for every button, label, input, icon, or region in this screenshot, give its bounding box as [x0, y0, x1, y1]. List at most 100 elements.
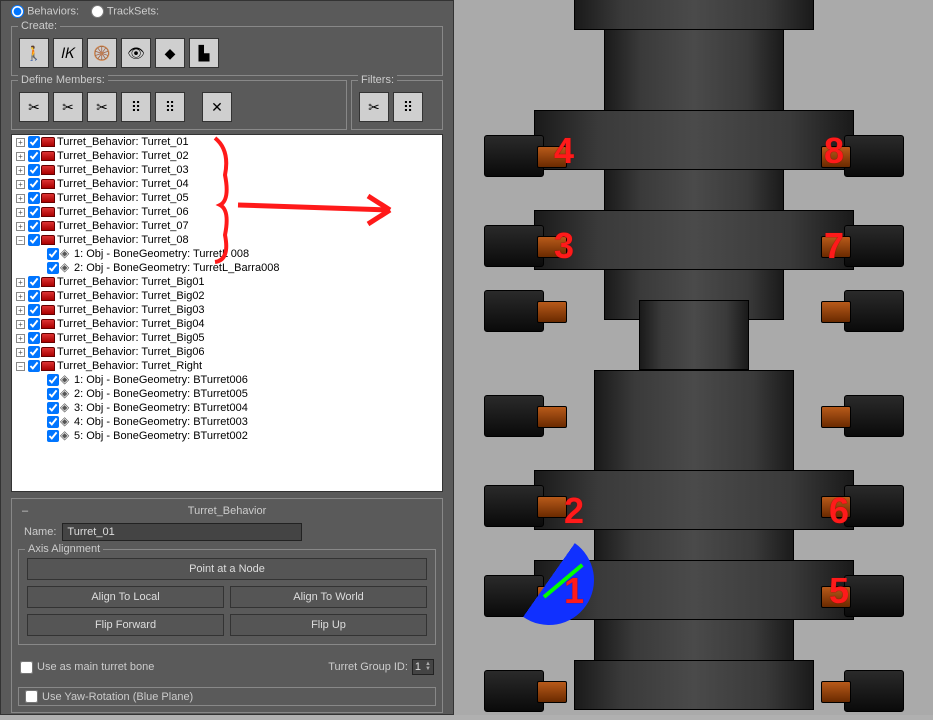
tree-label: Turret_Behavior: Turret_06	[57, 206, 189, 218]
expand-icon[interactable]: +	[16, 194, 25, 203]
scissors-button[interactable]: ✂	[359, 92, 389, 122]
expand-icon[interactable]: +	[16, 348, 25, 357]
diamond-button[interactable]: ◆	[155, 38, 185, 68]
tree-row[interactable]: + Turret_Behavior: Turret_06	[12, 205, 442, 219]
dots-color-button[interactable]: ⠿	[393, 92, 423, 122]
expand-icon[interactable]: +	[16, 138, 25, 147]
tree-checkbox[interactable]	[28, 206, 40, 218]
tree-checkbox[interactable]	[47, 430, 59, 442]
tree-row[interactable]: +Turret_Behavior: Turret_07	[12, 219, 442, 233]
expand-icon[interactable]: −	[16, 362, 25, 371]
tree-checkbox[interactable]	[28, 304, 40, 316]
scissors1-button[interactable]: ✂	[19, 92, 49, 122]
IK-button[interactable]: 𝐼𝐾	[53, 38, 83, 68]
expand-icon[interactable]: −	[16, 236, 25, 245]
tree-row[interactable]: +Turret_Behavior: Turret_Big04	[12, 317, 442, 331]
tree-checkbox[interactable]	[47, 262, 59, 274]
tree-checkbox[interactable]	[28, 276, 40, 288]
tree-row[interactable]: + Turret_Behavior: Turret_03	[12, 163, 442, 177]
dots2-button[interactable]: ⠿	[155, 92, 185, 122]
axis-label: Axis Alignment	[25, 543, 103, 555]
tree-row[interactable]: + Turret_Behavior: Turret_Big01	[12, 275, 442, 289]
properties-panel: –Turret_Behavior Name: Axis Alignment Po…	[11, 498, 443, 713]
expand-icon[interactable]: +	[16, 180, 25, 189]
scissors3-button[interactable]: ✂	[87, 92, 117, 122]
tree-checkbox[interactable]	[28, 234, 40, 246]
tree-checkbox[interactable]	[28, 220, 40, 232]
tree-row[interactable]: 2: Obj - BoneGeometry: BTurret005	[12, 387, 442, 401]
flag-button[interactable]: ▙	[189, 38, 219, 68]
expand-icon[interactable]: +	[16, 334, 25, 343]
tree-checkbox[interactable]	[28, 290, 40, 302]
tree-checkbox[interactable]	[47, 402, 59, 414]
tree-checkbox[interactable]	[28, 346, 40, 358]
scissors2-button[interactable]: ✂	[53, 92, 83, 122]
behavior-icon	[41, 305, 55, 315]
behavior-tree[interactable]: +Turret_Behavior: Turret_01+Turret_Behav…	[11, 134, 443, 492]
tree-label: 5: Obj - BoneGeometry: BTurret002	[74, 430, 248, 442]
tree-row[interactable]: 1: Obj - BoneGeometry: TurretL 008	[12, 247, 442, 261]
expand-icon[interactable]: +	[16, 208, 25, 217]
eye-button[interactable]: 👁	[121, 38, 151, 68]
x-button[interactable]: ✕	[202, 92, 232, 122]
tree-row[interactable]: 5: Obj - BoneGeometry: BTurret002	[12, 429, 442, 443]
tank-button[interactable]: 🛞	[87, 38, 117, 68]
tree-row[interactable]: −Turret_Behavior: Turret_Right	[12, 359, 442, 373]
create-label: Create:	[18, 20, 60, 32]
tree-row[interactable]: 2: Obj - BoneGeometry: TurretL_Barra008	[12, 261, 442, 275]
flip-up-button[interactable]: Flip Up	[230, 614, 427, 636]
tree-checkbox[interactable]	[47, 388, 59, 400]
viewport-3d[interactable]: 48372615	[454, 0, 933, 715]
yaw-rotation-checkbox[interactable]: Use Yaw-Rotation (Blue Plane)	[25, 690, 429, 703]
expand-icon[interactable]: +	[16, 306, 25, 315]
radio-behaviors[interactable]: Behaviors:	[11, 5, 79, 18]
filters-label: Filters:	[358, 74, 397, 86]
expand-icon[interactable]: +	[16, 320, 25, 329]
tree-row[interactable]: 3: Obj - BoneGeometry: BTurret004	[12, 401, 442, 415]
expand-icon[interactable]: +	[16, 152, 25, 161]
group-id-spinner[interactable]: 1▲▼	[412, 659, 434, 675]
align-world-button[interactable]: Align To World	[230, 586, 427, 608]
expand-icon[interactable]: +	[16, 166, 25, 175]
walk-button[interactable]: 🚶	[19, 38, 49, 68]
tree-row[interactable]: +Turret_Behavior: Turret_01	[12, 135, 442, 149]
tree-row[interactable]: +Turret_Behavior: Turret_Big03	[12, 303, 442, 317]
radio-tracksets[interactable]: TrackSets:	[91, 5, 159, 18]
tree-checkbox[interactable]	[47, 248, 59, 260]
point-node-button[interactable]: Point at a Node	[27, 558, 427, 580]
tree-checkbox[interactable]	[47, 374, 59, 386]
tree-row[interactable]: +Turret_Behavior: Turret_Big06	[12, 345, 442, 359]
collapse-icon[interactable]: –	[22, 505, 28, 517]
tree-checkbox[interactable]	[28, 178, 40, 190]
align-local-button[interactable]: Align To Local	[27, 586, 224, 608]
tree-row[interactable]: −Turret_Behavior: Turret_08	[12, 233, 442, 247]
dots1-button[interactable]: ⠿	[121, 92, 151, 122]
tree-label: Turret_Behavior: Turret_Big01	[57, 276, 205, 288]
tree-row[interactable]: + Turret_Behavior: Turret_Big05	[12, 331, 442, 345]
tree-row[interactable]: +Turret_Behavior: Turret_05	[12, 191, 442, 205]
tree-label: Turret_Behavior: Turret_02	[57, 150, 189, 162]
flip-forward-button[interactable]: Flip Forward	[27, 614, 224, 636]
tree-row[interactable]: 4: Obj - BoneGeometry: BTurret003	[12, 415, 442, 429]
expand-icon[interactable]: +	[16, 292, 25, 301]
expand-icon[interactable]: +	[16, 278, 25, 287]
tree-row[interactable]: 1: Obj - BoneGeometry: BTurret006	[12, 373, 442, 387]
tree-checkbox[interactable]	[28, 192, 40, 204]
tree-checkbox[interactable]	[28, 360, 40, 372]
tree-row[interactable]: + Turret_Behavior: Turret_02	[12, 149, 442, 163]
tree-label: Turret_Behavior: Turret_Big05	[57, 332, 205, 344]
tree-checkbox[interactable]	[28, 150, 40, 162]
tree-checkbox[interactable]	[28, 318, 40, 330]
tree-checkbox[interactable]	[28, 332, 40, 344]
tree-label: Turret_Behavior: Turret_03	[57, 164, 189, 176]
tree-row[interactable]: +Turret_Behavior: Turret_04	[12, 177, 442, 191]
tree-checkbox[interactable]	[28, 136, 40, 148]
create-section: Create: 🚶𝐼𝐾🛞👁◆▙	[11, 26, 443, 76]
behavior-icon	[41, 221, 55, 231]
name-input[interactable]	[62, 523, 302, 541]
tree-checkbox[interactable]	[47, 416, 59, 428]
tree-row[interactable]: +Turret_Behavior: Turret_Big02	[12, 289, 442, 303]
tree-checkbox[interactable]	[28, 164, 40, 176]
expand-icon[interactable]: +	[16, 222, 25, 231]
main-turret-checkbox[interactable]: Use as main turret bone	[20, 661, 154, 674]
